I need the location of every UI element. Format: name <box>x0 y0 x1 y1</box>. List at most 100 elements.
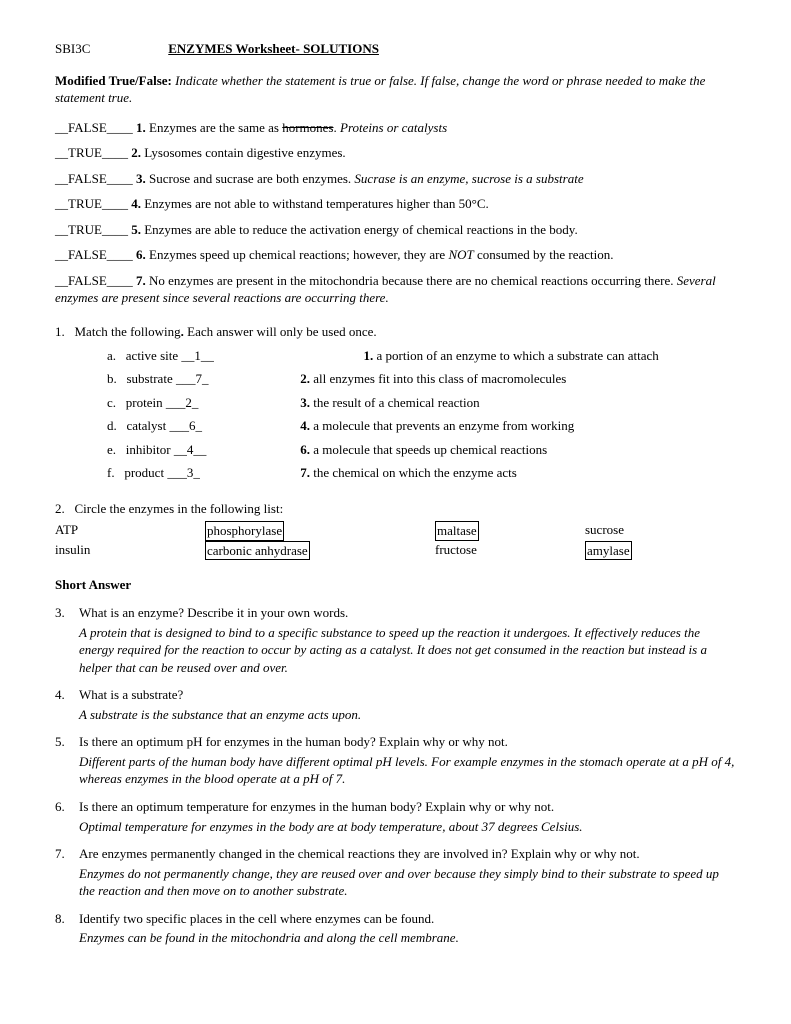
match-term: active site <box>126 348 178 363</box>
sa-question: Is there an optimum temperature for enzy… <box>79 799 554 814</box>
match-def: a molecule that speeds up chemical react… <box>313 442 547 457</box>
match-term: catalyst <box>127 418 167 433</box>
tf-text: Sucrose and sucrase are both enzymes. <box>149 171 354 186</box>
header: SBI3C ENZYMES Worksheet- SOLUTIONS <box>55 40 736 58</box>
sa-answer: Enzymes do not permanently change, they … <box>79 865 736 900</box>
instructions-lead: Modified True/False: <box>55 73 172 88</box>
match-term: protein <box>126 395 163 410</box>
match-term: inhibitor <box>126 442 171 457</box>
sa-item-4: 4. What is a substrate? A substrate is th… <box>55 686 736 723</box>
worksheet-title: ENZYMES Worksheet- SOLUTIONS <box>168 41 379 56</box>
enzyme-cell: ATP <box>55 522 78 537</box>
tf-answer: FALSE <box>68 273 107 288</box>
match-def-num: 1. <box>364 348 374 363</box>
tf-num: 1. <box>136 120 146 135</box>
match-def-num: 4. <box>300 418 310 433</box>
match-row: f. product ___3_ 7. the chemical on whic… <box>107 464 736 482</box>
sa-question: Is there an optimum pH for enzymes in th… <box>79 734 508 749</box>
enzyme-cell-boxed: phosphorylase <box>205 521 284 541</box>
match-row: d. catalyst ___6_ 4. a molecule that pre… <box>107 417 736 435</box>
tf-item-1: __FALSE____ 1. Enzymes are the same as h… <box>55 119 736 137</box>
match-ans: ___3_ <box>167 465 200 480</box>
tf-correction: Proteins or catalysts <box>340 120 447 135</box>
match-def-num: 7. <box>300 465 310 480</box>
enzyme-cell-boxed: amylase <box>585 541 632 561</box>
sa-item-7: 7. Are enzymes permanently changed in the… <box>55 845 736 900</box>
tf-num: 2. <box>131 145 141 160</box>
tf-num: 6. <box>136 247 146 262</box>
match-term: product <box>124 465 164 480</box>
sa-question: Identify two specific places in the cell… <box>79 911 434 926</box>
enzyme-cell-boxed: carbonic anhydrase <box>205 541 310 561</box>
match-def: all enzymes fit into this class of macro… <box>313 371 566 386</box>
tf-num: 7. <box>136 273 146 288</box>
tf-correction: Sucrase is an enzyme, sucrose is a subst… <box>354 171 583 186</box>
tf-answer: FALSE <box>68 120 107 135</box>
match-def: a molecule that prevents an enzyme from … <box>313 418 574 433</box>
tf-text: Enzymes are not able to withstand temper… <box>144 196 489 211</box>
q2-text: Circle the enzymes in the following list… <box>75 501 284 516</box>
tf-num: 5. <box>131 222 141 237</box>
tf-item-7: __FALSE____ 7. No enzymes are present in… <box>55 272 736 307</box>
sa-answer: A protein that is designed to bind to a … <box>79 624 736 677</box>
sa-num: 7. <box>55 845 73 863</box>
match-row: b. substrate ___7_ 2. all enzymes fit in… <box>107 370 736 388</box>
match-row: e. inhibitor __4__ 6. a molecule that sp… <box>107 441 736 459</box>
match-ans: ___7_ <box>176 371 209 386</box>
match-ans: __1__ <box>181 348 214 363</box>
sa-question: Are enzymes permanently changed in the c… <box>79 846 640 861</box>
sa-answer: Different parts of the human body have d… <box>79 753 736 788</box>
course-code: SBI3C <box>55 40 165 58</box>
sa-num: 3. <box>55 604 73 622</box>
match-def-num: 2. <box>300 371 310 386</box>
sa-answer: A substrate is the substance that an enz… <box>79 706 736 724</box>
match-def: a portion of an enzyme to which a substr… <box>377 348 659 363</box>
q2-num: 2. <box>55 501 65 516</box>
match-ans: ___2_ <box>166 395 199 410</box>
match-def-num: 6. <box>300 442 310 457</box>
sa-item-6: 6.Is there an optimum temperature for en… <box>55 798 736 835</box>
tf-item-5: __TRUE____ 5. Enzymes are able to reduce… <box>55 221 736 239</box>
sa-answer: Enzymes can be found in the mitochondria… <box>79 929 736 947</box>
tf-num: 3. <box>136 171 146 186</box>
sa-question: What is an enzyme? Describe it in your o… <box>79 605 348 620</box>
match-letter: b. <box>107 371 117 386</box>
sa-question: What is a substrate? <box>79 687 183 702</box>
match-tail: Each answer will only be used once. <box>184 324 377 339</box>
tf-text: Lysosomes contain digestive enzymes. <box>144 145 345 160</box>
tf-text-before: Enzymes are the same as <box>149 120 282 135</box>
sa-item-5: 5.Is there an optimum pH for enzymes in … <box>55 733 736 788</box>
match-letter: e. <box>107 442 116 457</box>
enzyme-row: ATP phosphorylase maltase sucrose <box>55 521 736 541</box>
match-letter: c. <box>107 395 116 410</box>
worksheet-page: SBI3C ENZYMES Worksheet- SOLUTIONS Modif… <box>0 0 791 1024</box>
tf-item-4: __TRUE____ 4. Enzymes are not able to wi… <box>55 195 736 213</box>
tf-answer: TRUE <box>68 145 102 160</box>
tf-num: 4. <box>131 196 141 211</box>
tf-item-6: __FALSE____ 6. Enzymes speed up chemical… <box>55 246 736 264</box>
match-ans: ___6_ <box>169 418 202 433</box>
short-answer-heading: Short Answer <box>55 576 736 594</box>
tf-item-2: __TRUE____ 2. Lysosomes contain digestiv… <box>55 144 736 162</box>
instructions: Modified True/False: Indicate whether th… <box>55 72 736 107</box>
tf-answer: TRUE <box>68 196 102 211</box>
match-letter: a. <box>107 348 116 363</box>
match-def-num: 3. <box>300 395 310 410</box>
enzyme-cell-boxed: maltase <box>435 521 479 541</box>
match-def: the chemical on which the enzyme acts <box>313 465 517 480</box>
enzyme-cell: insulin <box>55 542 90 557</box>
tf-text-after: consumed by the reaction. <box>474 247 614 262</box>
sa-item-8: 8.Identify two specific places in the ce… <box>55 910 736 947</box>
tf-strike: hormones <box>282 120 333 135</box>
sa-num: 4. <box>55 686 73 704</box>
match-def: the result of a chemical reaction <box>313 395 479 410</box>
enzyme-cell: fructose <box>435 542 477 557</box>
match-letter: f. <box>107 465 115 480</box>
tf-text: No enzymes are present in the mitochondr… <box>149 273 677 288</box>
match-term: substrate <box>127 371 173 386</box>
tf-text-before: Enzymes speed up chemical reactions; how… <box>149 247 448 262</box>
match-num: 1. <box>55 324 65 339</box>
tf-ital: NOT <box>448 247 473 262</box>
matching-section: 1. Match the following. Each answer will… <box>55 323 736 482</box>
match-letter: d. <box>107 418 117 433</box>
